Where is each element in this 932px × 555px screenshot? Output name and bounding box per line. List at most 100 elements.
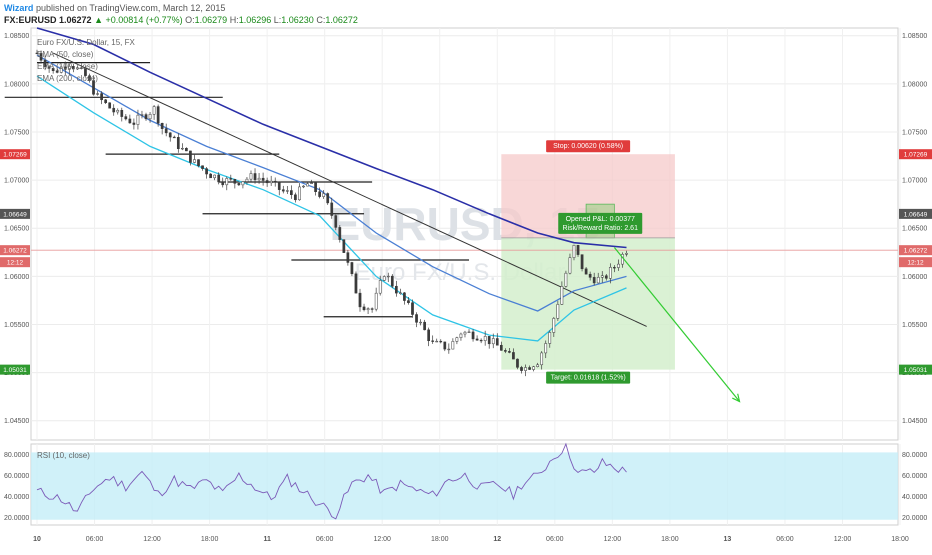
rsi-tick-right: 60.0000 <box>902 473 927 480</box>
candle-body <box>241 181 245 186</box>
candle-body <box>568 257 572 274</box>
candle-body <box>613 267 616 269</box>
candle-body <box>592 277 596 284</box>
candle-body <box>144 114 148 120</box>
candle-body <box>625 253 628 255</box>
candle-body <box>261 177 265 181</box>
candle-body <box>552 318 556 333</box>
price-flag-box <box>0 149 30 160</box>
legend-ema200[interactable]: EMA (200, close) <box>37 74 98 83</box>
candle-body <box>467 331 471 333</box>
ema-line-3 <box>36 27 627 249</box>
rsi-line <box>36 442 627 520</box>
candle-body <box>580 254 584 270</box>
x-tick: 06:00 <box>316 536 334 543</box>
y-tick-right: 1.04500 <box>902 418 927 425</box>
candle-body <box>39 52 43 61</box>
y-tick-left: 1.06500 <box>4 226 29 233</box>
candle-body <box>604 275 608 279</box>
rsi-band <box>31 452 898 520</box>
candle-body <box>475 338 479 341</box>
candle-body <box>63 66 67 70</box>
candle-body <box>168 132 172 138</box>
candle-body <box>455 337 459 342</box>
price-flag: 1.07269 <box>3 152 27 159</box>
candle-body <box>128 118 132 124</box>
candle-body <box>201 165 204 169</box>
countdown-box <box>0 257 30 268</box>
candle-body <box>362 306 366 311</box>
candle-body <box>504 350 507 352</box>
y-tick-right: 1.06500 <box>902 226 927 233</box>
candle-body <box>229 178 233 180</box>
legend-title[interactable]: Euro FX/U.S. Dollar, 15, FX <box>37 38 135 47</box>
y-tick-right: 1.08500 <box>902 33 927 40</box>
candle-body <box>160 122 164 129</box>
candle-body <box>374 292 378 310</box>
candle-body <box>217 174 221 183</box>
candle-body <box>104 99 107 104</box>
x-tick: 13 <box>724 536 732 543</box>
candle-body <box>225 178 229 186</box>
candle-body <box>487 336 491 345</box>
y-tick-right: 1.05500 <box>902 322 927 329</box>
y-tick-left: 1.06000 <box>4 274 29 281</box>
countdown-box <box>899 257 932 268</box>
candle-body <box>88 75 91 81</box>
rsi-legend[interactable]: RSI (10, close) <box>37 451 90 460</box>
candle-body <box>140 114 144 116</box>
candle-body <box>516 358 519 368</box>
legend-ema100[interactable]: EMA (100, close) <box>37 62 98 71</box>
x-tick: 11 <box>263 536 271 543</box>
candle-body <box>608 267 612 279</box>
candle-body <box>576 245 580 255</box>
candle-body <box>447 348 451 351</box>
candle-body <box>100 93 103 101</box>
countdown: 12:12 <box>907 260 924 267</box>
candle-body <box>596 277 600 284</box>
x-tick: 12:00 <box>834 536 852 543</box>
price-flag-box <box>899 208 932 219</box>
y-tick-right: 1.07000 <box>902 178 927 185</box>
candle-body <box>390 275 394 287</box>
candle-body <box>564 272 568 287</box>
candle-body <box>338 227 342 240</box>
candle-body <box>382 276 386 281</box>
candle-body <box>528 367 531 370</box>
candle-body <box>35 52 39 55</box>
target-label-box <box>546 371 631 384</box>
legend-ema50[interactable]: EMA (50, close) <box>37 50 94 59</box>
x-tick: 10 <box>33 536 41 543</box>
price-flag: 1.06649 <box>904 211 928 218</box>
trendline <box>52 52 647 327</box>
countdown: 12:12 <box>7 260 24 267</box>
candle-body <box>156 106 160 124</box>
price-flag-box <box>899 364 932 375</box>
author-name[interactable]: Wizard <box>4 3 34 13</box>
candle-body <box>330 202 334 216</box>
symbol-name[interactable]: FX:EURUSD <box>4 15 57 25</box>
candle-body <box>354 273 358 294</box>
candle-body <box>463 331 467 335</box>
candle-body <box>358 292 362 308</box>
candle-body <box>350 262 354 275</box>
x-tick: 18:00 <box>891 536 909 543</box>
candle-body <box>281 189 285 192</box>
candle-body <box>209 173 212 179</box>
candle-body <box>120 110 124 117</box>
rsi-tick-left: 80.0000 <box>4 452 29 459</box>
candle-body <box>124 116 128 120</box>
price-flag-box <box>899 149 932 160</box>
candle-body <box>148 114 152 120</box>
low-label: L: <box>273 15 282 25</box>
candle-body <box>334 215 338 228</box>
candle-body <box>600 275 604 278</box>
candle-body <box>55 70 59 73</box>
candle-body <box>512 352 515 360</box>
x-tick: 06:00 <box>86 536 104 543</box>
y-tick-left: 1.07000 <box>4 178 29 185</box>
candle-body <box>269 180 273 184</box>
candle-body <box>277 181 281 190</box>
candle-body <box>326 193 330 204</box>
candle-body <box>411 302 414 315</box>
